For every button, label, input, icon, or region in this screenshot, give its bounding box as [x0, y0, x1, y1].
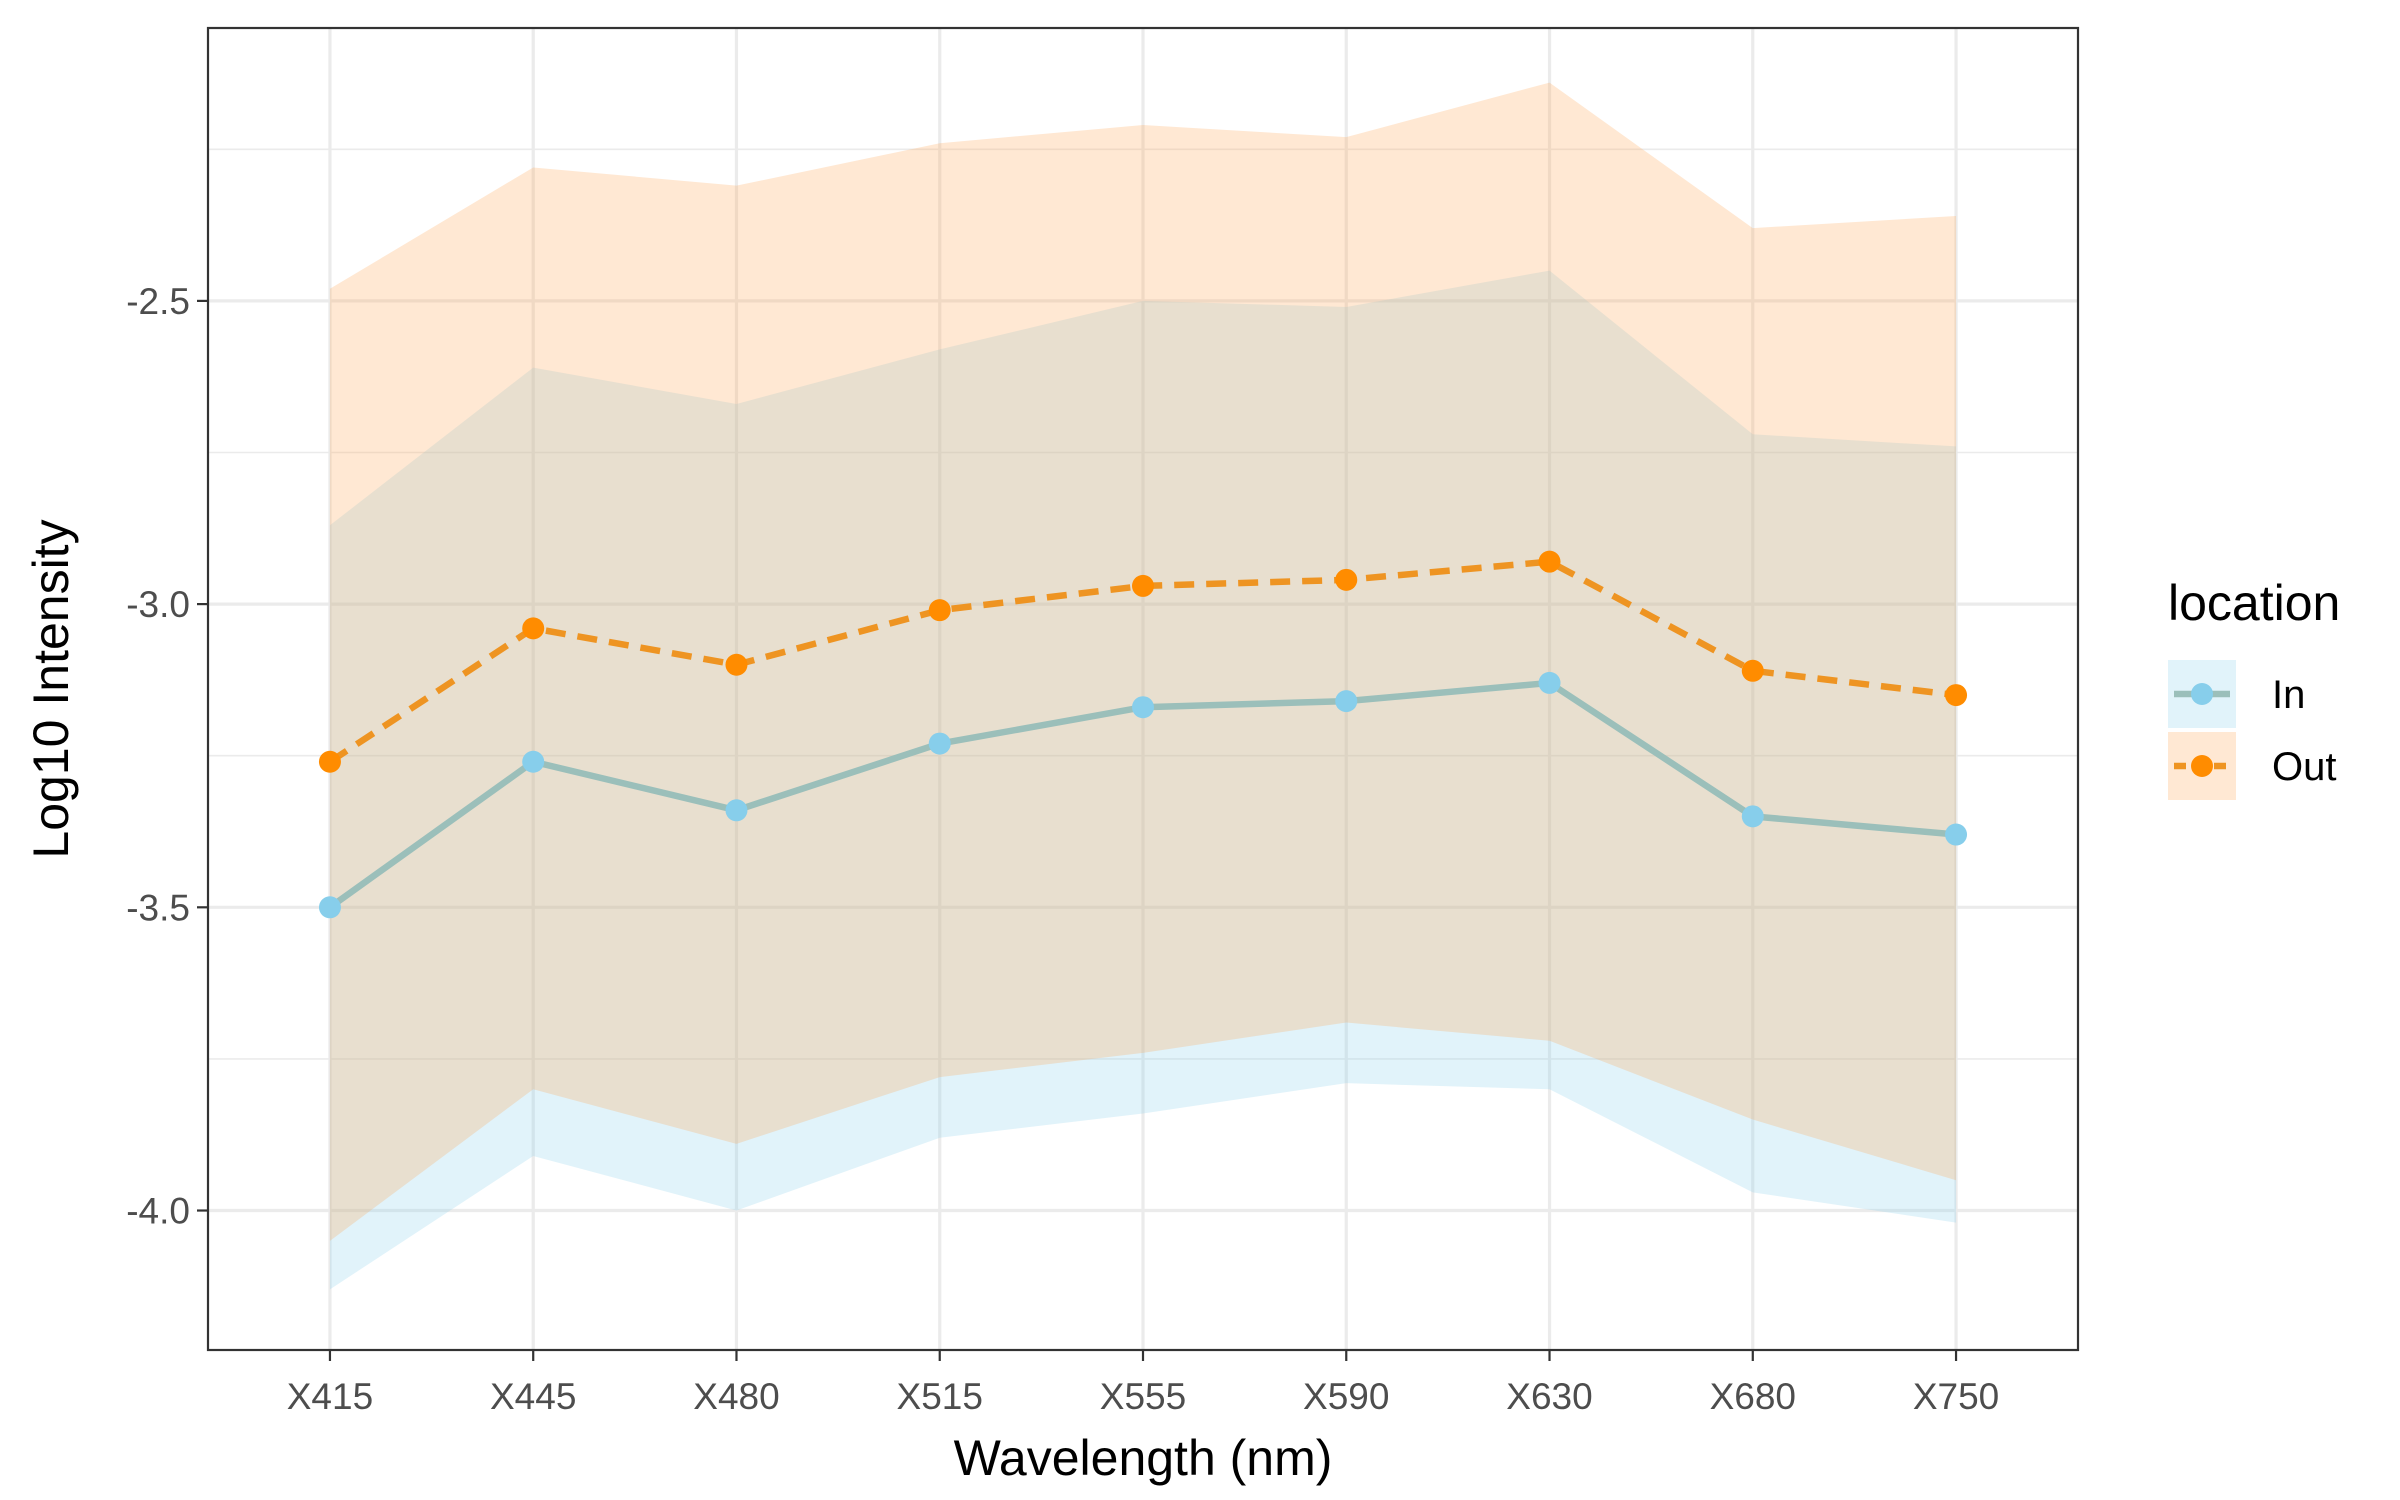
x-tick-label: X590 [1303, 1376, 1389, 1417]
point-out [1335, 568, 1358, 591]
point-in [1741, 805, 1764, 828]
point-in [1335, 690, 1358, 713]
y-tick-label: -3.5 [126, 887, 190, 928]
legend: location In Out [2168, 575, 2340, 800]
point-in [1132, 696, 1154, 719]
x-axis: X415 X445 X480 X515 X555 X590 X630 X680 X750 [287, 1350, 1999, 1417]
y-tick-label: -2.5 [126, 281, 190, 322]
major-gridlines [208, 28, 2078, 1350]
y-tick-label: -3.0 [126, 584, 190, 625]
x-tick-label: X445 [490, 1376, 576, 1417]
legend-title: location [2168, 575, 2340, 631]
legend-key-point-out [2191, 755, 2213, 777]
point-out [522, 617, 545, 640]
point-out [725, 653, 748, 676]
series-points [318, 550, 1968, 919]
legend-key-point-in [2191, 683, 2213, 705]
x-tick-label: X515 [897, 1376, 983, 1417]
point-out [318, 750, 341, 773]
y-tick-label: -4.0 [126, 1191, 190, 1232]
point-in [1538, 671, 1561, 694]
point-out [1538, 550, 1561, 573]
y-axis: -4.0 -3.5 -3.0 -2.5 [126, 281, 208, 1232]
y-axis-title: Log10 Intensity [23, 519, 79, 858]
point-in [928, 732, 951, 755]
point-out [1132, 574, 1154, 597]
point-in [318, 896, 341, 919]
point-in [1945, 823, 1968, 846]
legend-label-out: Out [2272, 745, 2336, 789]
point-in [725, 799, 748, 822]
x-tick-label: X750 [1913, 1376, 1999, 1417]
confidence-ribbons [329, 82, 1957, 1290]
x-tick-label: X680 [1710, 1376, 1796, 1417]
ribbon-out [329, 82, 1957, 1241]
x-axis-title: Wavelength (nm) [954, 1430, 1333, 1486]
point-out [1741, 659, 1764, 682]
x-tick-label: X555 [1100, 1376, 1186, 1417]
ribbon-in [329, 270, 1957, 1290]
x-tick-label: X480 [693, 1376, 779, 1417]
point-out [1945, 684, 1968, 707]
point-in [522, 750, 545, 773]
x-tick-label: X630 [1506, 1376, 1592, 1417]
legend-label-in: In [2272, 673, 2305, 717]
point-out [928, 599, 951, 622]
x-tick-label: X415 [287, 1376, 373, 1417]
